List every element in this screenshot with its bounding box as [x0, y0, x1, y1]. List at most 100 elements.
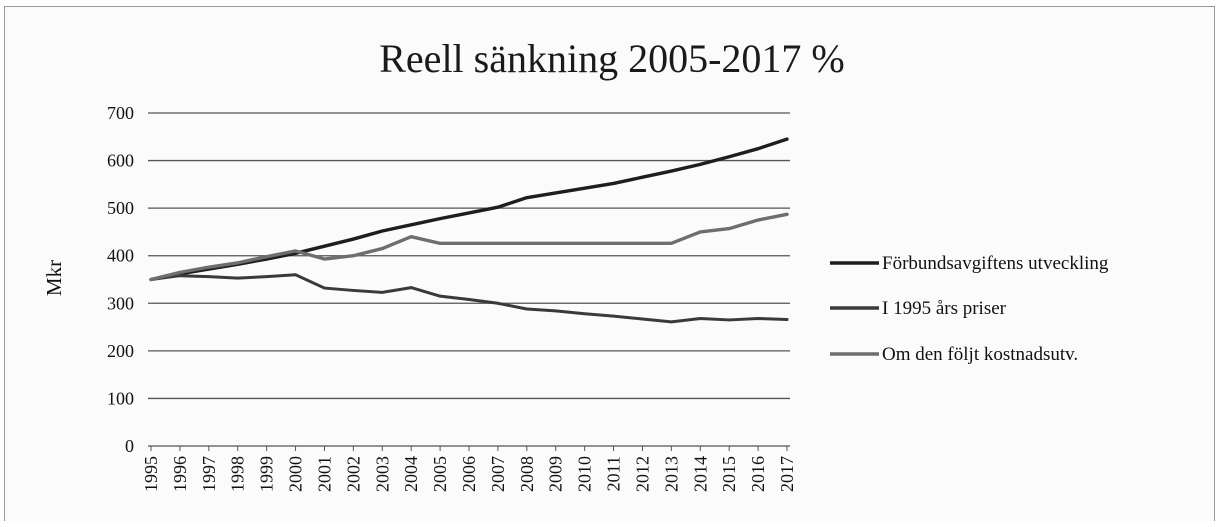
x-tick-label: 2003 — [372, 456, 392, 492]
y-tick-label: 200 — [107, 341, 134, 361]
series-line — [149, 212, 789, 282]
data-point — [698, 162, 702, 166]
x-tick-label: 2004 — [401, 456, 421, 492]
legend-label: Förbundsavgiftens utveckling — [882, 253, 1109, 274]
data-point — [669, 241, 673, 245]
x-tick-label: 2016 — [748, 456, 768, 492]
data-point — [756, 147, 760, 151]
data-point — [727, 318, 731, 322]
x-tick-label: 2008 — [517, 456, 537, 492]
y-tick-label: 600 — [107, 151, 134, 171]
data-point — [207, 275, 211, 279]
data-point — [409, 235, 413, 239]
data-point — [351, 237, 355, 241]
data-point — [727, 227, 731, 230]
data-point — [265, 275, 269, 279]
data-point — [380, 229, 384, 233]
data-point — [438, 241, 442, 245]
data-point — [525, 196, 529, 200]
data-point — [236, 261, 240, 265]
x-tick-label: 2013 — [661, 456, 681, 492]
x-tick-label: 2002 — [343, 456, 363, 492]
data-point — [669, 320, 673, 324]
legend-label: I 1995 års priser — [882, 298, 1007, 319]
gridlines — [148, 112, 790, 447]
data-point — [438, 294, 442, 298]
data-point — [323, 244, 326, 248]
data-point — [641, 175, 644, 179]
y-tick-label: 400 — [107, 246, 134, 266]
data-point — [496, 301, 500, 305]
legend: Förbundsavgiftens utveckling I 1995 års p… — [830, 253, 1109, 365]
x-tick-label: 2006 — [459, 456, 479, 492]
data-point — [698, 317, 702, 320]
data-point — [612, 182, 615, 185]
y-tick-label: 100 — [107, 388, 134, 408]
data-point — [467, 211, 471, 215]
y-tick-label: 0 — [125, 436, 134, 456]
data-point — [409, 286, 413, 289]
data-point — [351, 254, 355, 258]
data-point — [525, 307, 529, 311]
data-point — [409, 223, 413, 227]
data-point — [496, 205, 500, 209]
x-tick-label: 1999 — [257, 456, 277, 492]
data-point — [785, 137, 789, 141]
series-lines — [149, 137, 789, 324]
data-point — [554, 241, 558, 245]
x-tick-label: 2011 — [604, 456, 624, 491]
x-axis-ticks: 1995 1996 1997 1998 1999 2000 2001 2002 2003 2004… — [141, 446, 797, 492]
x-tick-label: 2017 — [777, 456, 797, 492]
data-point — [236, 276, 240, 280]
data-point — [265, 255, 269, 259]
x-tick-label: 2000 — [286, 456, 306, 492]
data-point — [380, 247, 384, 250]
data-point — [756, 317, 760, 320]
x-tick-label: 2007 — [488, 456, 508, 492]
data-point — [698, 230, 702, 234]
data-point — [207, 265, 211, 269]
data-point — [323, 257, 326, 261]
x-tick-label: 2014 — [690, 456, 710, 492]
data-point — [294, 249, 297, 253]
data-point — [467, 298, 471, 301]
data-point — [467, 241, 471, 245]
data-point — [554, 309, 558, 313]
y-axis-ticks: 0 100 200 300 400 500 600 700 — [107, 103, 134, 456]
data-point — [756, 218, 760, 222]
data-point — [612, 314, 615, 318]
data-point — [727, 155, 731, 159]
data-point — [785, 318, 789, 321]
data-point — [178, 274, 182, 278]
x-tick-label: 2012 — [632, 456, 652, 492]
data-point — [323, 286, 326, 290]
data-point — [178, 270, 182, 274]
data-point — [496, 241, 500, 245]
data-point — [583, 241, 587, 245]
y-axis-label: Mkr — [42, 260, 66, 296]
x-tick-label: 1997 — [199, 456, 219, 492]
y-tick-label: 700 — [107, 103, 134, 123]
data-point — [641, 317, 644, 321]
data-point — [669, 169, 673, 173]
chart-title: Reell sänkning 2005-2017 % — [379, 36, 845, 81]
data-point — [583, 312, 587, 316]
legend-label: Om den följt kostnadsutv. — [882, 344, 1078, 365]
data-point — [380, 290, 384, 294]
x-tick-label: 2010 — [575, 456, 595, 492]
x-tick-label: 2009 — [546, 456, 566, 492]
data-point — [612, 241, 615, 245]
x-tick-label: 2005 — [430, 456, 450, 492]
data-point — [438, 217, 442, 221]
x-tick-label: 1995 — [141, 456, 161, 492]
chart-frame — [4, 6, 1215, 521]
x-tick-label: 2015 — [719, 456, 739, 492]
data-point — [294, 273, 297, 277]
data-point — [351, 289, 355, 292]
data-point — [641, 241, 644, 245]
x-tick-label: 2001 — [314, 456, 334, 492]
data-point — [583, 186, 587, 190]
data-point — [525, 241, 529, 245]
x-tick-label: 1998 — [228, 456, 248, 492]
